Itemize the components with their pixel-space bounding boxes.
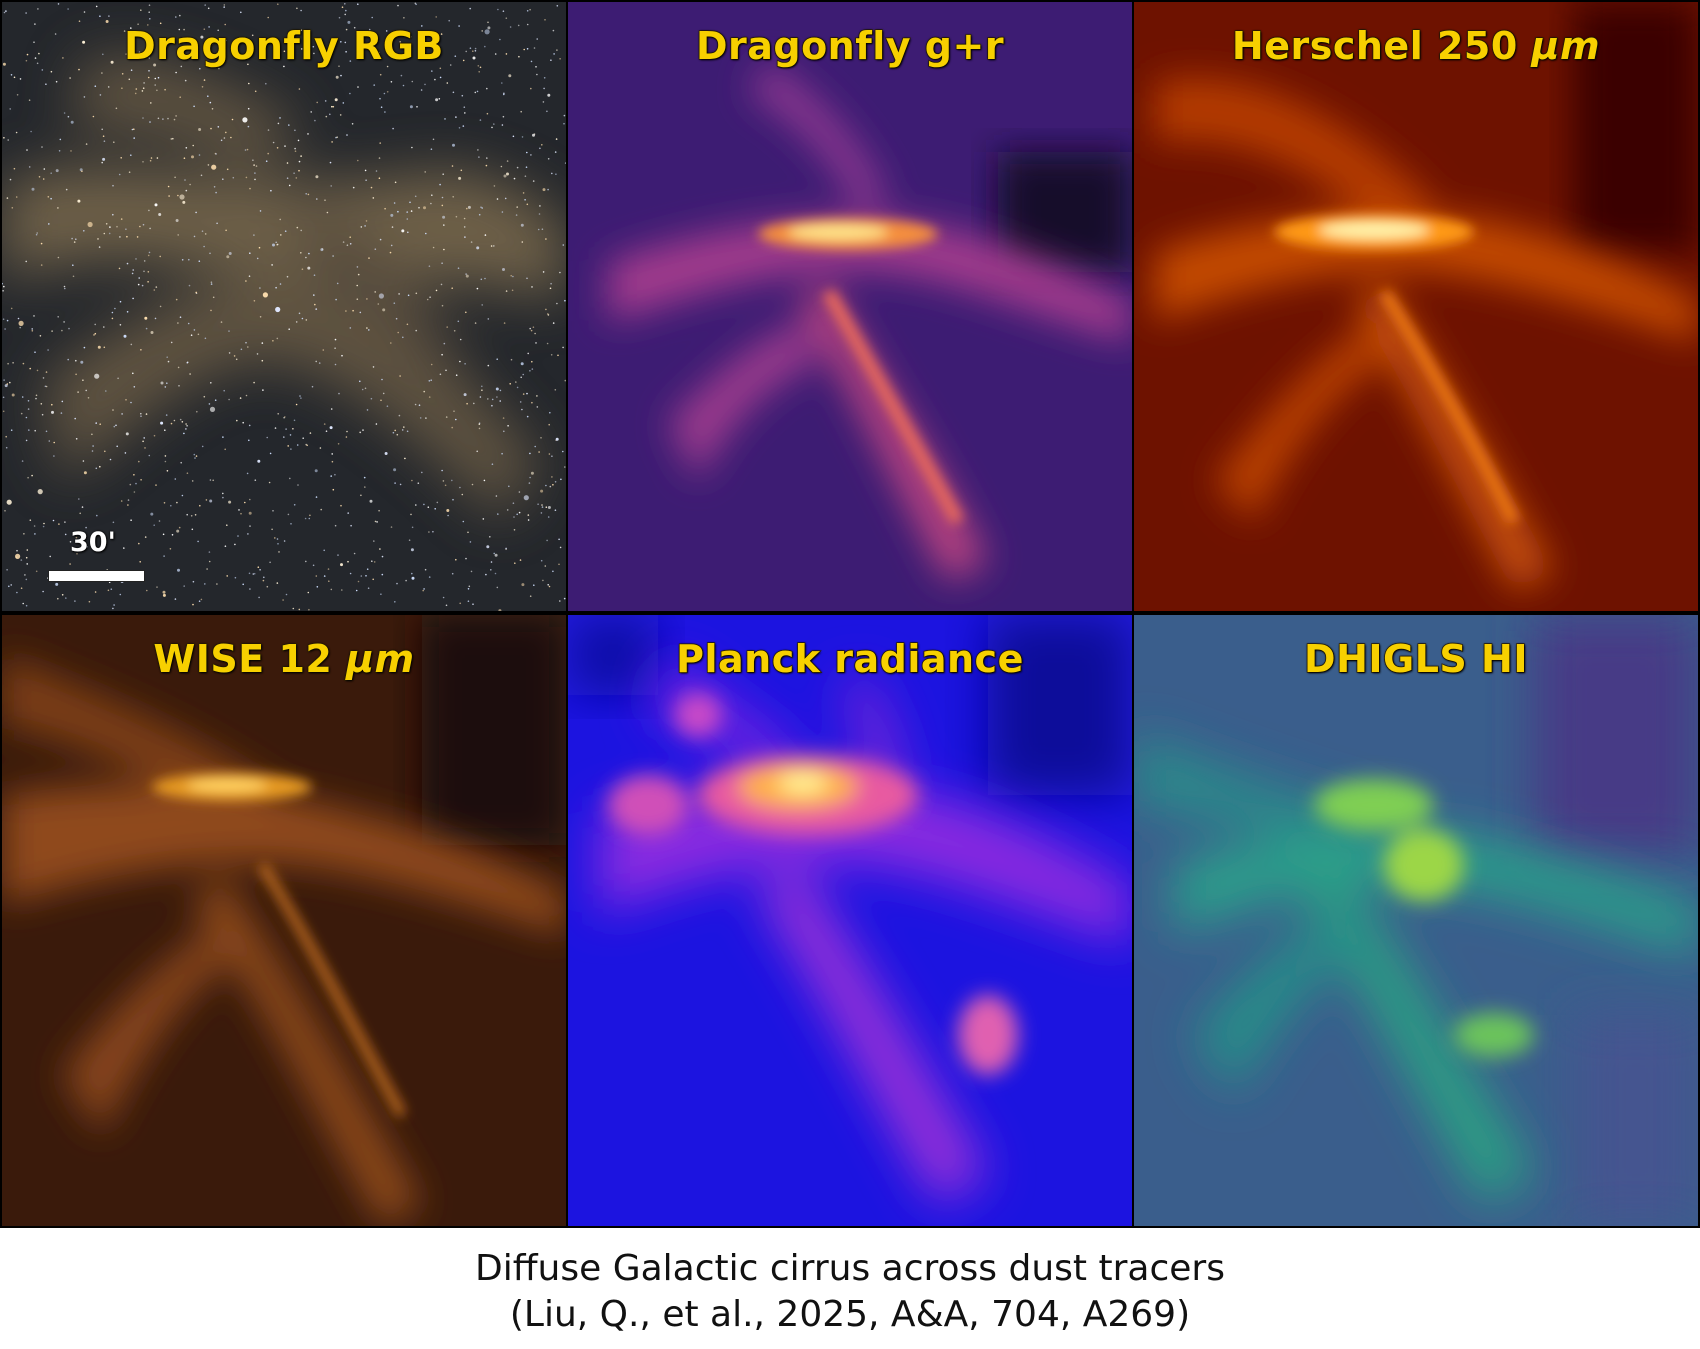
panel-title: DHIGLS HI [1303,636,1528,682]
panel-title: Planck radiance [675,636,1024,682]
panel-title: Herschel 250 μm [1231,23,1601,69]
panel-herschel-250: Herschel 250 μm [1134,2,1698,611]
caption-line-1: Diffuse Galactic cirrus across dust trac… [475,1248,1225,1289]
dhigls-hi-image [1134,615,1698,1226]
panel-dragonfly-gr: Dragonfly g+r [568,2,1132,611]
panel-planck-radiance: Planck radiance [568,615,1132,1226]
panel-title: WISE 12 μm [153,636,415,682]
scalebar-label: 30' [70,527,116,558]
panel-dhigls-hi: DHIGLS HI [1134,615,1698,1226]
figure-caption: Diffuse Galactic cirrus across dust trac… [0,1246,1700,1338]
caption-line-2: (Liu, Q., et al., 2025, A&A, 704, A269) [509,1294,1191,1335]
panel-title: Dragonfly g+r [695,23,1005,69]
panel-grid: Dragonfly RGB 30' [0,0,1700,1228]
panel-dragonfly-rgb: Dragonfly RGB 30' [2,2,566,611]
panel-title: Dragonfly RGB [123,23,444,69]
wise-12-image [2,615,566,1226]
panel-wise-12: WISE 12 μm [2,615,566,1226]
dragonfly-gr-image [568,2,1132,611]
planck-radiance-image [568,615,1132,1226]
dragonfly-rgb-image [2,2,566,611]
scalebar [48,570,145,582]
herschel-250-image [1134,2,1698,611]
